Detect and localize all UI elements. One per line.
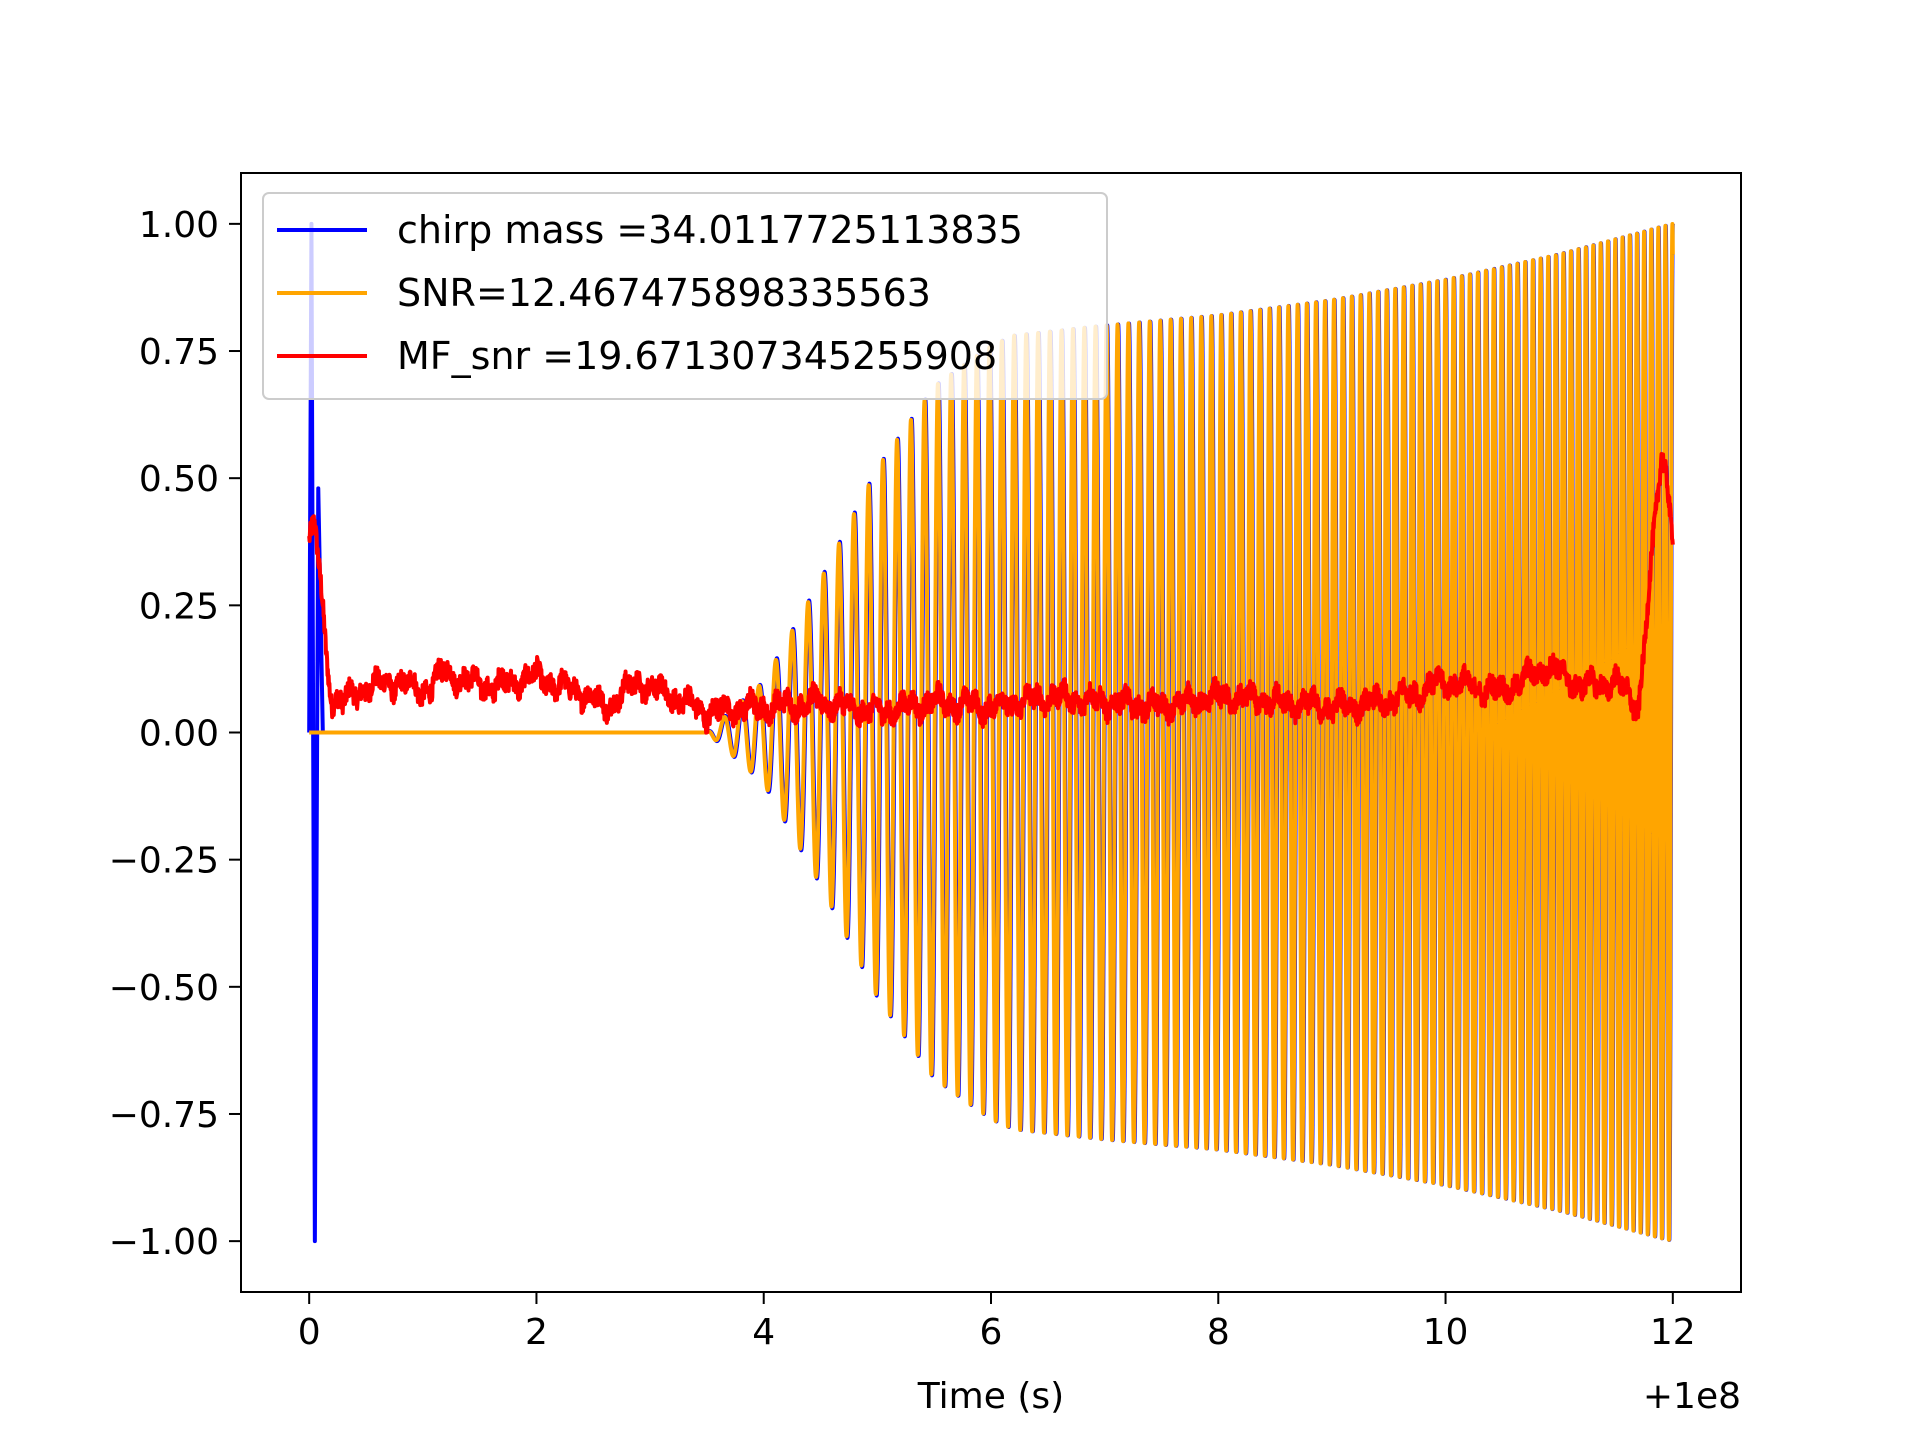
x-tick-label: 10: [1423, 1312, 1469, 1353]
x-tick-label: 12: [1650, 1312, 1696, 1353]
x-axis: 0 2 4 6 8 10 12: [298, 1292, 1696, 1353]
y-tick-label: 0.00: [139, 714, 219, 755]
y-tick-label: −0.75: [109, 1095, 219, 1136]
y-tick-label: −1.00: [109, 1222, 219, 1263]
legend-label-2: MF_snr =19.671307345255908: [397, 334, 997, 378]
y-tick-label: −0.50: [109, 968, 219, 1009]
x-axis-label: Time (s): [917, 1376, 1064, 1417]
y-tick-label: 1.00: [139, 205, 219, 246]
x-tick-label: 4: [752, 1312, 775, 1353]
x-tick-label: 6: [980, 1312, 1003, 1353]
y-tick-label: −0.25: [109, 841, 219, 882]
legend-label-1: SNR=12.467475898335563: [397, 271, 931, 315]
legend-label-0: chirp mass =34.0117725113835: [397, 208, 1023, 252]
series-line-1: [309, 222, 1675, 1242]
y-tick-label: 0.75: [139, 332, 219, 373]
series-line-2: [307, 451, 1675, 735]
legend-box: [262, 192, 1108, 400]
y-axis: 1.00 0.75 0.50 0.25 0.00 −0.25 −0.50 −0.75 −1.00: [109, 205, 241, 1263]
x-tick-label: 2: [525, 1312, 548, 1353]
x-axis-offset-label: +1e8: [1643, 1376, 1741, 1417]
legend: chirp mass =34.0117725113835 SNR=12.46747…: [262, 192, 1108, 400]
y-tick-label: 0.25: [139, 586, 219, 627]
y-tick-label: 0.50: [139, 459, 219, 500]
x-tick-label: 8: [1207, 1312, 1230, 1353]
x-tick-label: 0: [298, 1312, 321, 1353]
